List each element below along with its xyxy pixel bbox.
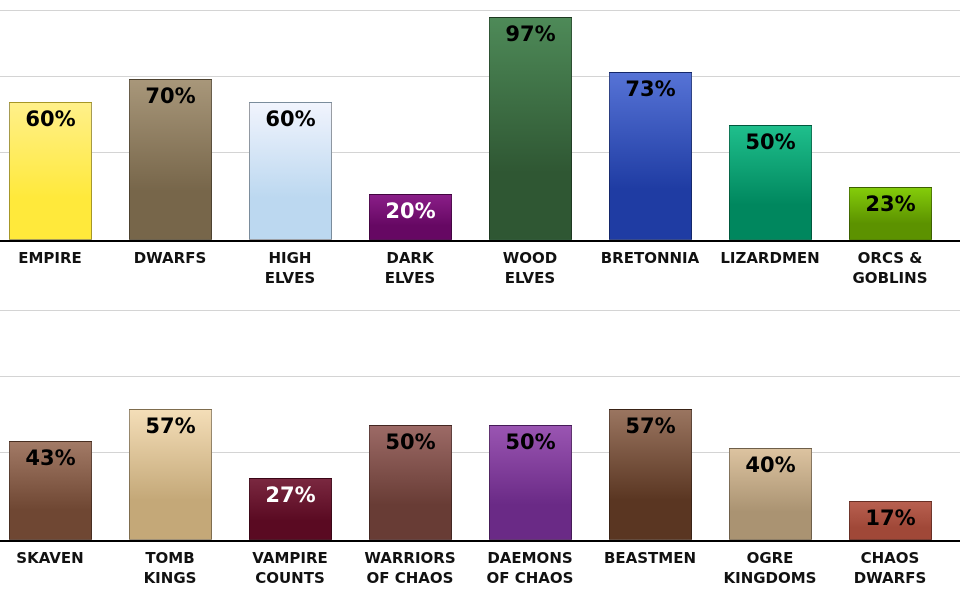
bar: 70% xyxy=(129,79,212,240)
category-label: SKAVEN xyxy=(16,549,84,567)
category-label: DARK ELVES xyxy=(384,249,436,287)
bar: 57% xyxy=(129,409,212,540)
top-chart: 60% EMPIRE 70% DWARFS 60% HIGH ELVES 20% DARK ELV… xyxy=(0,10,960,287)
bar-value-label: 57% xyxy=(145,414,196,438)
category-label: OGRE KINGDOMS xyxy=(723,549,817,587)
x-axis xyxy=(0,240,960,242)
category-label: WOOD ELVES xyxy=(502,249,558,287)
bar: 50% xyxy=(369,425,452,540)
bar: 40% xyxy=(729,448,812,540)
bar: 20% xyxy=(369,194,452,240)
gridline xyxy=(0,10,960,11)
bottom-chart: 43% SKAVEN 57% TOMB KINGS 27% VAMPIRE COUNTS 50%… xyxy=(0,300,960,600)
category-label: VAMPIRE COUNTS xyxy=(252,549,328,587)
gridline xyxy=(0,152,960,153)
bar-value-label: 50% xyxy=(745,130,796,154)
bar: 73% xyxy=(609,72,692,240)
gridline xyxy=(0,452,960,453)
bar-value-label: 27% xyxy=(265,483,316,507)
bar: 60% xyxy=(249,102,332,240)
bar-value-label: 97% xyxy=(505,22,556,46)
bar-value-label: 43% xyxy=(25,446,76,470)
category-label: LIZARDMEN xyxy=(720,249,820,267)
category-label: ORCS & GOBLINS xyxy=(852,249,928,287)
bar: 97% xyxy=(489,17,572,240)
bar: 17% xyxy=(849,501,932,540)
bar-value-label: 17% xyxy=(865,506,916,530)
x-axis xyxy=(0,540,960,542)
bar-value-label: 50% xyxy=(385,430,436,454)
bar: 60% xyxy=(9,102,92,240)
category-label: WARRIORS OF CHAOS xyxy=(364,549,456,587)
category-label: CHAOS DWARFS xyxy=(853,549,927,587)
bar-value-label: 60% xyxy=(25,107,76,131)
category-label: DWARFS xyxy=(133,249,207,267)
bar-value-label: 20% xyxy=(385,199,436,223)
bar-value-label: 73% xyxy=(625,77,676,101)
bar-value-label: 60% xyxy=(265,107,316,131)
bar: 43% xyxy=(9,441,92,540)
bar: 57% xyxy=(609,409,692,540)
bar-value-label: 70% xyxy=(145,84,196,108)
bar: 50% xyxy=(489,425,572,540)
bar-value-label: 57% xyxy=(625,414,676,438)
category-label: BRETONNIA xyxy=(600,249,700,267)
bar: 23% xyxy=(849,187,932,240)
category-label: HIGH ELVES xyxy=(264,249,316,287)
bar-value-label: 40% xyxy=(745,453,796,477)
category-label: DAEMONS OF CHAOS xyxy=(486,549,574,587)
bar-value-label: 50% xyxy=(505,430,556,454)
bar-value-label: 23% xyxy=(865,192,916,216)
gridline xyxy=(0,376,960,377)
bar: 27% xyxy=(249,478,332,540)
category-label: BEASTMEN xyxy=(603,549,697,567)
category-label: TOMB KINGS xyxy=(143,549,197,587)
bar: 50% xyxy=(729,125,812,240)
gridline xyxy=(0,76,960,77)
gridline xyxy=(0,310,960,311)
category-label: EMPIRE xyxy=(18,249,82,267)
